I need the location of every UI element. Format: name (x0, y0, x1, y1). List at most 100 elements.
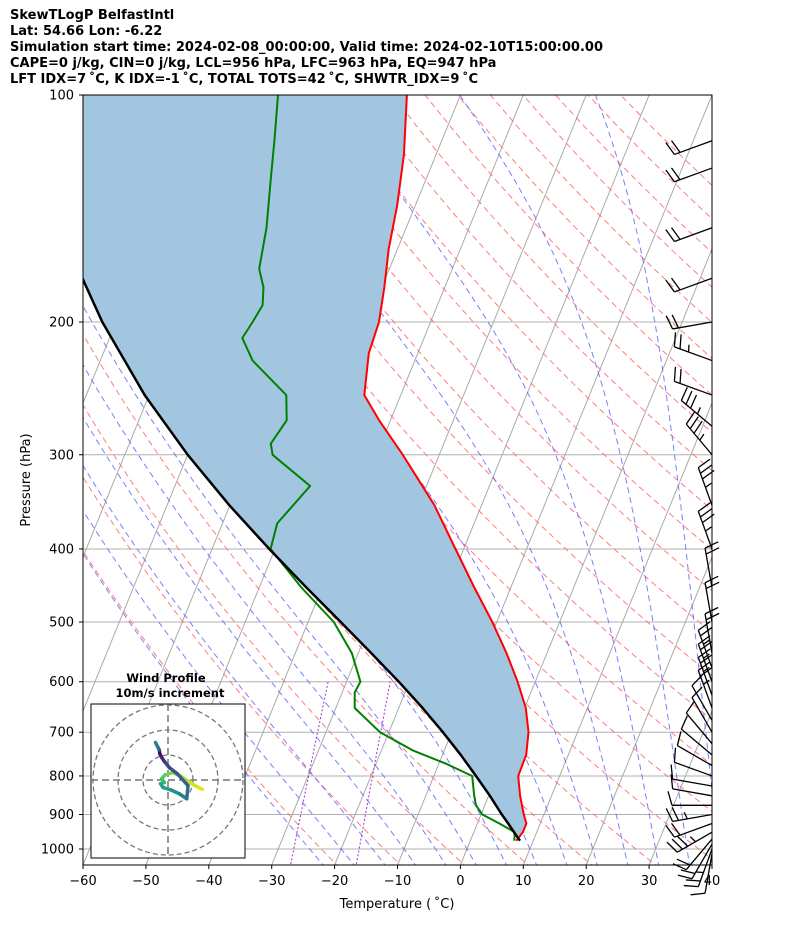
x-axis-label: Temperature ( ˚C) (339, 896, 455, 912)
moist-adiabat-line (231, 95, 629, 865)
wind-barb-staff (697, 643, 713, 682)
wind-barb-staff (674, 140, 713, 156)
x-tick-label: 40 (704, 874, 721, 889)
wind-barb (680, 386, 713, 427)
y-tick-label: 100 (49, 89, 74, 104)
wind-barb-flag (693, 420, 703, 434)
y-tick-label: 200 (49, 315, 74, 330)
wind-barb-flag (685, 700, 695, 714)
wind-barb-flag (680, 869, 696, 875)
wind-barb-staff (697, 467, 713, 506)
wind-barb-flag (689, 416, 699, 430)
wind-barb (697, 648, 713, 696)
wind-barb-flag (697, 502, 711, 512)
dry-adiabat-line (164, 95, 712, 721)
dry-adiabat-line (522, 95, 712, 288)
x-tick-label: −40 (195, 874, 222, 889)
inset-subtitle: 10m/s increment (116, 686, 225, 700)
isotherm-line (585, 555, 712, 865)
wind-barb-flag (699, 666, 713, 677)
wind-barb-flag (670, 140, 681, 153)
wind-barb-flag (670, 227, 681, 240)
wind-barb-staff (697, 657, 713, 696)
wind-barb (665, 314, 713, 330)
wind-barb-staff (672, 788, 713, 797)
wind-barb (670, 764, 713, 787)
wind-barb-flag (673, 747, 677, 763)
wind-barb-staff (674, 380, 713, 396)
wind-barb-half-flag (703, 639, 710, 645)
dry-adiabat-line (489, 95, 712, 324)
wind-barb-staff (704, 613, 713, 654)
wind-barb (665, 140, 713, 156)
wind-barb-flag (685, 411, 695, 425)
isotherm-line (271, 95, 587, 865)
wind-barb-staff (691, 843, 713, 880)
wind-barb-flag (670, 774, 674, 789)
dry-adiabat-line (83, 550, 338, 865)
wind-barb-flag (690, 892, 706, 896)
wind-barb-flag (697, 661, 711, 671)
wind-barb-flag (670, 167, 681, 181)
x-tick-label: −10 (384, 874, 411, 889)
wind-barb-flag (673, 366, 677, 382)
wind-barb-staff (697, 670, 713, 709)
wind-barb-staff (674, 277, 713, 293)
wind-barb-staff (672, 321, 713, 330)
wind-barb-flag (705, 612, 720, 621)
moist-adiabat-line (83, 509, 355, 865)
wind-barb (685, 411, 713, 456)
dry-adiabat-line (359, 95, 712, 472)
wind-barb-staff (697, 848, 713, 887)
hodograph-segment (185, 783, 190, 801)
wind-barb (665, 277, 713, 293)
mixing-ratio-line (355, 681, 391, 865)
dry-adiabat-line (620, 95, 712, 186)
wind-barb-half-flag (696, 871, 704, 874)
moist-adiabat-line (83, 363, 447, 865)
wind-barb-flag (697, 458, 711, 469)
dry-adiabat-line (83, 333, 529, 865)
wind-barb-flag (673, 332, 677, 347)
wind-barb-flag (671, 838, 684, 850)
wind-barb-half-flag (687, 344, 690, 353)
wind-barb-staff (674, 346, 713, 362)
wind-barb (697, 661, 713, 709)
wind-barb-flag (665, 169, 675, 183)
wind-barb-flag (670, 822, 681, 836)
wind-barb-staff (677, 831, 713, 853)
wind-barb (665, 807, 713, 823)
wind-barb-staff (685, 423, 713, 456)
wind-barb-flag (671, 807, 680, 821)
x-tick-label: −20 (321, 874, 348, 889)
simulation-times: Simulation start time: 2024-02-08_00:00:… (10, 40, 603, 55)
dry-adiabat-line (261, 95, 712, 592)
wind-barb-flag (705, 581, 720, 590)
wind-barb (667, 791, 712, 806)
y-tick-label: 300 (49, 448, 74, 463)
hodograph-segment (175, 772, 190, 788)
wind-barb-staff (697, 511, 713, 550)
y-tick-label: 900 (49, 808, 74, 823)
wind-barb (697, 458, 715, 506)
stability-indices-2: LFT IDX=7 ˚C, K IDX=-1 ˚C, TOTAL TOTS=42… (10, 72, 478, 87)
wind-barb-flag (670, 764, 674, 780)
profile-lines (83, 95, 530, 842)
x-tick-label: −60 (69, 874, 96, 889)
wind-barb-staff (704, 853, 713, 894)
moist-adiabat-line (83, 552, 324, 865)
dry-adiabat-line (83, 403, 466, 865)
chart-title-block: SkewTLogP BelfastIntl Lat: 54.66 Lon: -6… (10, 8, 603, 88)
dry-adiabat-line (392, 95, 712, 434)
wind-barb-flag (665, 142, 675, 155)
x-tick-label: 30 (641, 874, 658, 889)
wind-barb-flag (665, 825, 675, 838)
wind-barb (697, 635, 713, 682)
wind-barb (690, 853, 713, 896)
wind-barb-half-flag (703, 666, 710, 673)
wind-barb-flag (699, 464, 713, 474)
dry-adiabat-line (587, 95, 712, 220)
wind-barb-flag (697, 635, 711, 645)
wind-barbs (665, 140, 720, 896)
